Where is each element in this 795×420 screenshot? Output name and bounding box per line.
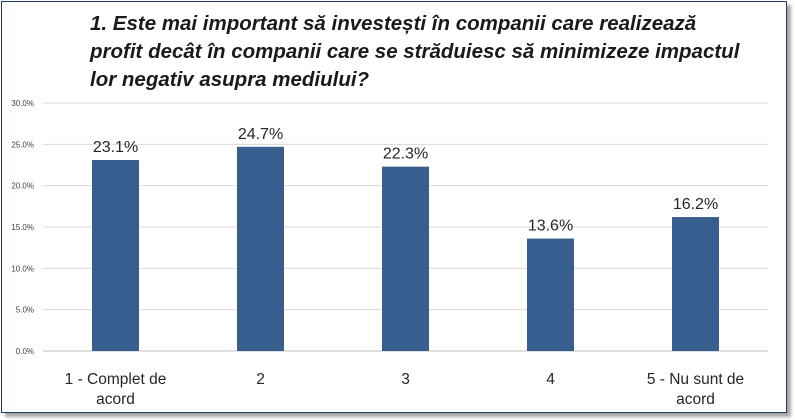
y-tick-label: 15.0% bbox=[11, 223, 34, 232]
y-tick-label: 30.0% bbox=[11, 99, 34, 108]
x-tick-label: 5 - Nu sunt de acord bbox=[647, 371, 744, 408]
bar bbox=[672, 217, 719, 351]
chart-title: 1. Este mai important să investești în c… bbox=[90, 12, 740, 91]
data-label: 16.2% bbox=[673, 196, 718, 213]
y-tick-label: 10.0% bbox=[11, 264, 34, 273]
y-tick-label: 0.0% bbox=[16, 347, 34, 356]
data-label: 22.3% bbox=[383, 146, 428, 163]
x-tick-label: 2 bbox=[256, 371, 265, 388]
x-tick-label: 1 - Complet de acord bbox=[65, 371, 167, 408]
x-tick-label: 4 bbox=[546, 371, 555, 388]
bar bbox=[237, 146, 284, 351]
y-tick-label: 5.0% bbox=[16, 306, 34, 315]
bar bbox=[527, 238, 574, 351]
data-label: 23.1% bbox=[93, 139, 138, 156]
y-tick-label: 25.0% bbox=[11, 140, 34, 149]
bar bbox=[92, 160, 139, 351]
data-label: 24.7% bbox=[238, 126, 283, 143]
data-label: 13.6% bbox=[528, 218, 573, 235]
bar bbox=[382, 166, 429, 351]
x-tick-label: 3 bbox=[401, 371, 410, 388]
y-tick-label: 20.0% bbox=[11, 182, 34, 191]
